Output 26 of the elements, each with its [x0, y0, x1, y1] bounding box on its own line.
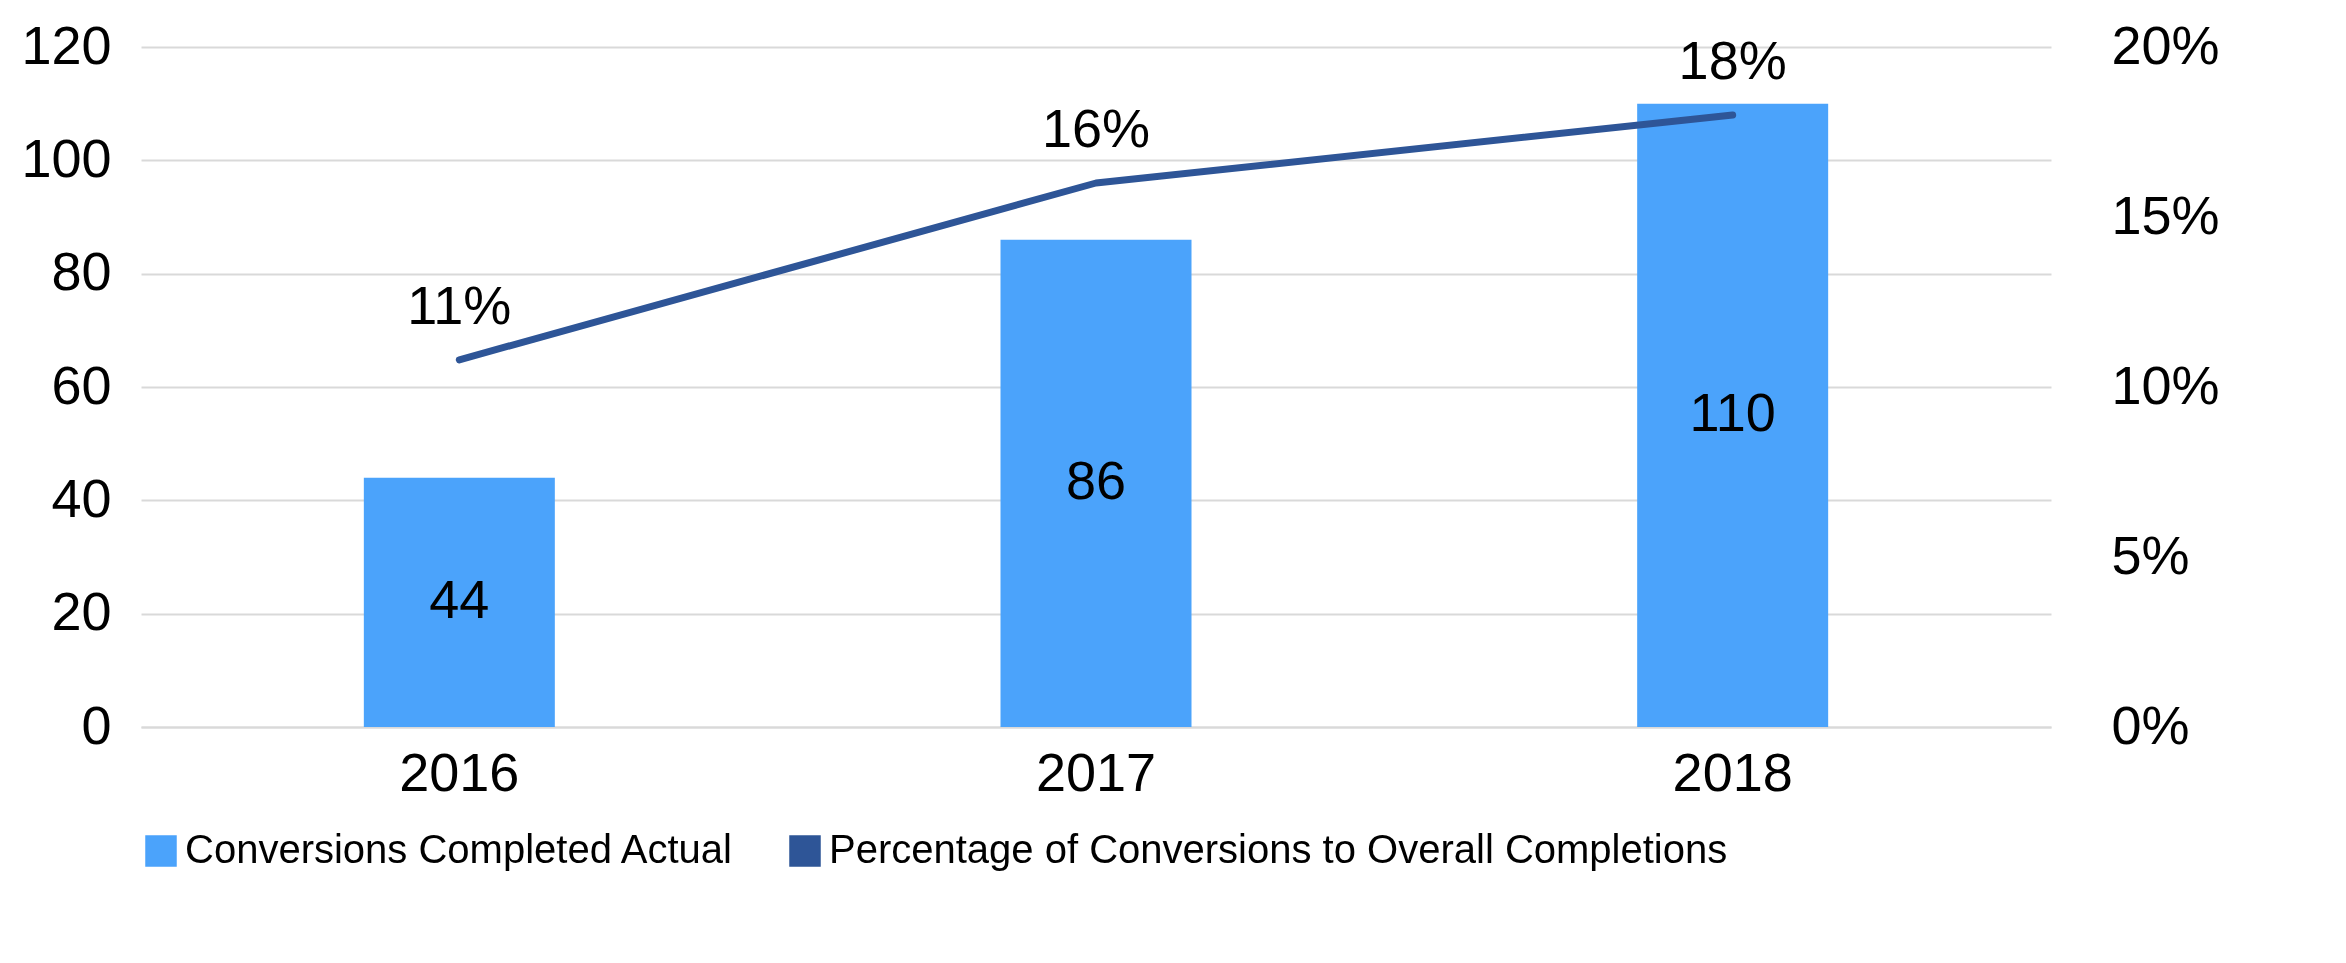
y2-tick-label: 10% [2111, 354, 2220, 415]
data-label: 16% [1041, 98, 1151, 158]
y2-tick-label: 15% [2111, 184, 2220, 245]
legend-label: Conversions Completed Actual [185, 827, 732, 871]
y-tick-label: 100 [21, 127, 112, 188]
y-tick-label: 40 [51, 467, 112, 528]
y-tick-label: 0 [81, 694, 112, 755]
x-tick-label: 2018 [1672, 741, 1793, 802]
y-tick-label: 120 [21, 14, 112, 75]
data-label: 110 [1689, 382, 1776, 443]
y-tick-label: 20 [51, 581, 112, 642]
data-label: 86 [1065, 450, 1127, 511]
bar [1000, 239, 1192, 727]
data-label: 44 [429, 569, 490, 630]
data-label: 11% [407, 274, 512, 335]
y2-tick-label: 0% [2111, 694, 2190, 755]
y2-tick-label: 5% [2111, 524, 2190, 585]
x-tick-label: 2016 [399, 741, 520, 802]
y-tick-label: 60 [51, 354, 112, 415]
data-label: 18% [1678, 30, 1787, 90]
bar [363, 477, 555, 727]
x-tick-label: 2017 [1035, 741, 1157, 802]
bar [1637, 103, 1829, 727]
y2-tick-label: 20% [2111, 14, 2220, 75]
legend-label: Percentage of Conversions to Overall Completions [829, 827, 1728, 871]
y-tick-label: 80 [51, 241, 112, 302]
